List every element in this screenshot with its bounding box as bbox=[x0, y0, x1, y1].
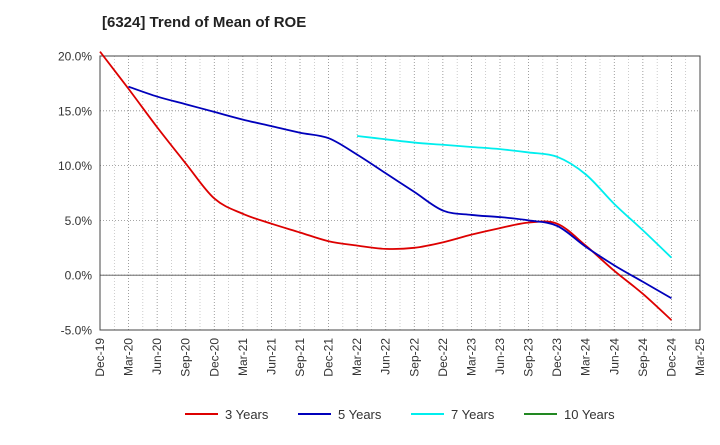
x-tick-label: Sep-21 bbox=[293, 338, 307, 377]
y-tick-label: 20.0% bbox=[58, 50, 92, 64]
series-line-5-years bbox=[128, 85, 672, 300]
grid-layer bbox=[99, 55, 701, 331]
y-tick-label: 0.0% bbox=[65, 269, 93, 283]
x-tick-label: Jun-21 bbox=[264, 338, 278, 375]
x-tick-label: Mar-22 bbox=[350, 338, 364, 376]
plot-area bbox=[99, 55, 701, 331]
x-tick-label: Jun-22 bbox=[379, 338, 393, 375]
legend-label-7-years: 7 Years bbox=[451, 407, 495, 422]
chart-title: [6324] Trend of Mean of ROE bbox=[102, 14, 307, 31]
x-tick-label: Mar-20 bbox=[122, 338, 136, 376]
y-tick-label: 15.0% bbox=[58, 104, 92, 118]
legend-label-5-years: 5 Years bbox=[338, 407, 382, 422]
legend-label-3-years: 3 Years bbox=[225, 407, 269, 422]
series-line-7-years bbox=[357, 135, 673, 259]
series-layer bbox=[99, 51, 673, 321]
y-tick-label: -5.0% bbox=[61, 324, 93, 338]
x-tick-label: Mar-25 bbox=[693, 338, 707, 376]
x-tick-label: Jun-20 bbox=[150, 338, 164, 375]
x-tick-label: Sep-22 bbox=[407, 338, 421, 377]
x-tick-label: Dec-24 bbox=[664, 338, 678, 377]
legend-label-10-years: 10 Years bbox=[564, 407, 615, 422]
x-tick-label: Jun-23 bbox=[493, 338, 507, 375]
legend: 3 Years 5 Years 7 Years 10 Years bbox=[185, 407, 615, 422]
x-tick-label: Mar-23 bbox=[464, 338, 478, 376]
x-tick-label: Dec-23 bbox=[550, 338, 564, 377]
x-tick-label: Dec-19 bbox=[93, 338, 107, 377]
axis-layer: 20.0% 15.0% 10.0% 5.0% 0.0% -5.0%Dec-19 Mar-20… bbox=[58, 50, 707, 377]
x-tick-label: Dec-21 bbox=[322, 338, 336, 377]
y-tick-label: 10.0% bbox=[58, 159, 92, 173]
x-tick-label: Dec-20 bbox=[207, 338, 221, 377]
x-tick-label: Mar-21 bbox=[236, 338, 250, 376]
x-tick-label: Sep-20 bbox=[179, 338, 193, 377]
y-tick-label: 5.0% bbox=[65, 214, 93, 228]
x-tick-label: Sep-24 bbox=[636, 338, 650, 377]
x-tick-label: Jun-24 bbox=[607, 338, 621, 375]
x-tick-label: Sep-23 bbox=[522, 338, 536, 377]
series-line-3-years bbox=[99, 51, 673, 321]
x-tick-label: Mar-24 bbox=[579, 338, 593, 376]
x-tick-label: Dec-22 bbox=[436, 338, 450, 377]
